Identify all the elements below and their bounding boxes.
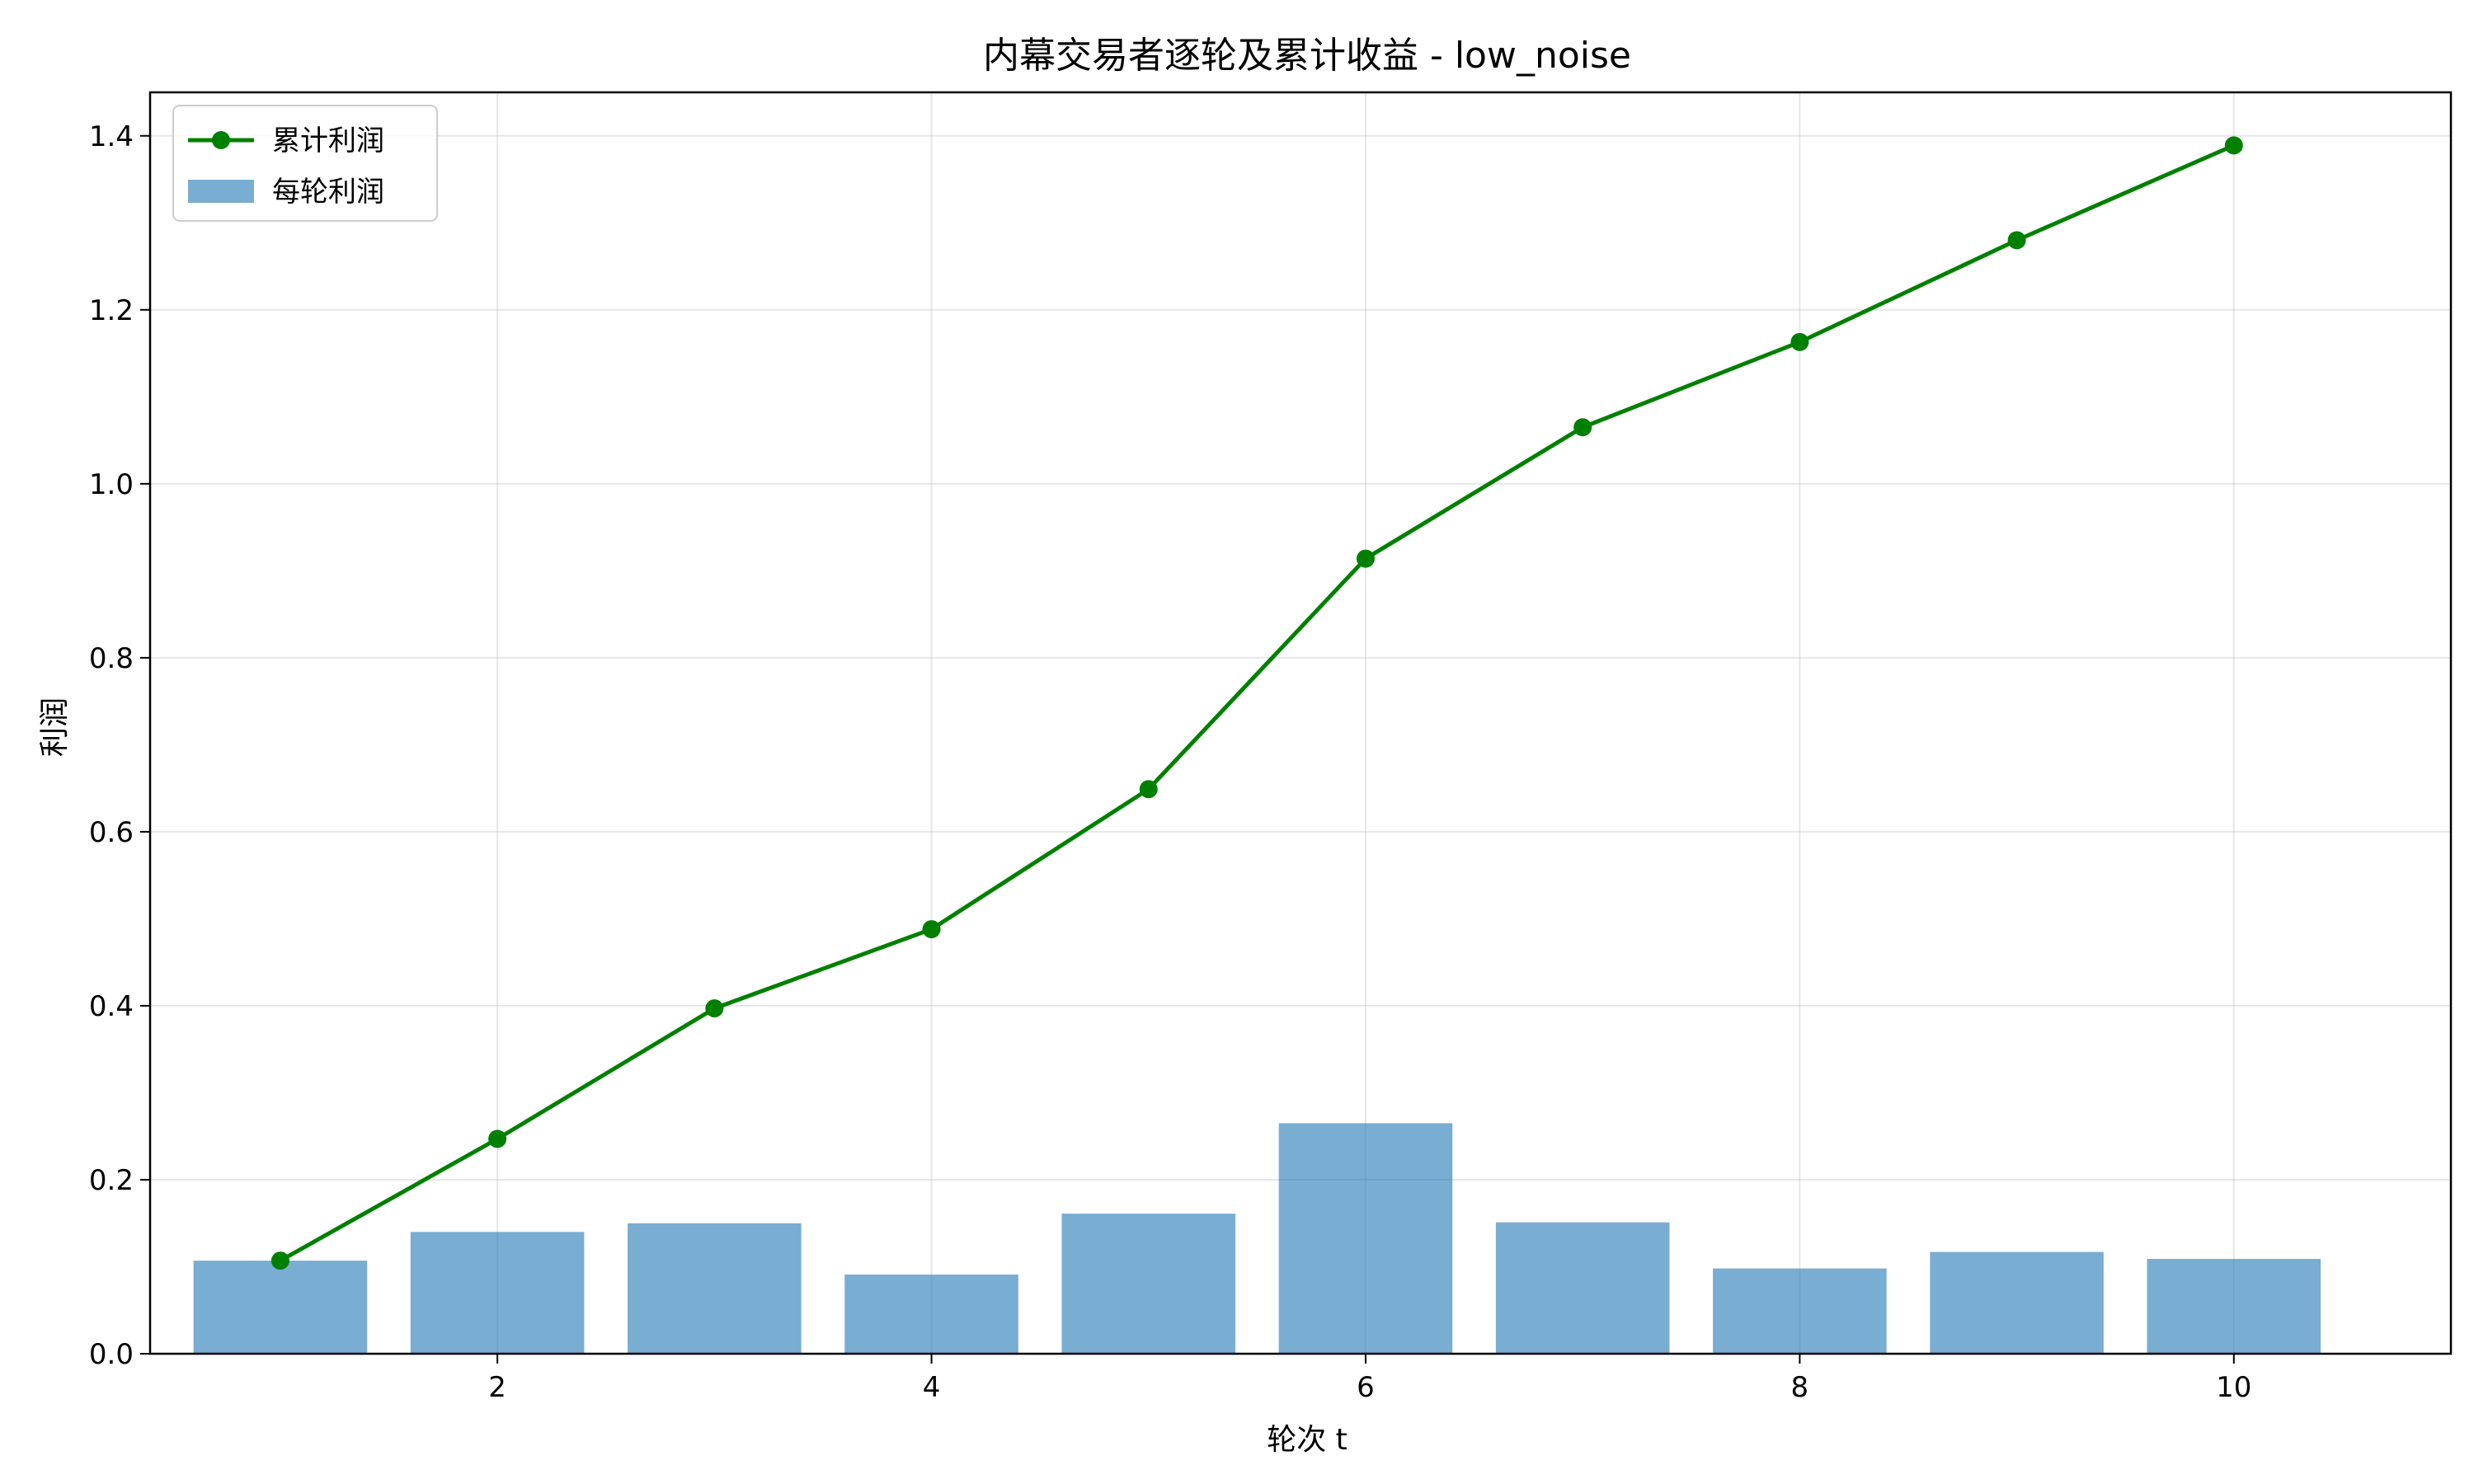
x-tick-label: 8 bbox=[1791, 1371, 1809, 1404]
cumulative-profit-point bbox=[1790, 332, 1809, 351]
chart-title: 内幕交易者逐轮及累计收益 - low_noise bbox=[983, 35, 1631, 77]
per-round-bar bbox=[628, 1223, 802, 1354]
per-round-bar bbox=[1495, 1222, 1670, 1354]
per-round-bar bbox=[1278, 1123, 1453, 1354]
legend: 累计利润 每轮利润 bbox=[172, 105, 438, 222]
cumulative-profit-point bbox=[488, 1129, 507, 1148]
cumulative-profit-point bbox=[2224, 136, 2243, 155]
grid-layer bbox=[150, 92, 2451, 1355]
legend-label-per-round: 每轮利润 bbox=[272, 176, 384, 209]
cumulative-profit-point bbox=[270, 1252, 289, 1270]
per-round-bar bbox=[1061, 1214, 1236, 1354]
x-tick-label: 10 bbox=[2216, 1371, 2251, 1404]
line-layer bbox=[270, 136, 2243, 1270]
cumulative-profit-point bbox=[705, 999, 724, 1018]
cumulative-profit-point bbox=[1139, 780, 1158, 799]
per-round-bar bbox=[193, 1261, 368, 1354]
y-tick-label: 0.8 bbox=[89, 642, 134, 675]
cumulative-profit-point bbox=[922, 920, 941, 939]
per-round-bar bbox=[1930, 1252, 2104, 1354]
y-tick-label: 0.0 bbox=[89, 1338, 134, 1371]
plot-frame bbox=[148, 91, 2453, 1355]
per-round-bar bbox=[1713, 1268, 1887, 1354]
y-tick-label: 1.2 bbox=[89, 294, 134, 327]
cumulative-profit-point bbox=[1573, 418, 1592, 437]
y-tick-label: 0.4 bbox=[89, 990, 134, 1023]
per-round-bar bbox=[844, 1274, 1018, 1354]
x-axis-title: 轮次 t bbox=[1267, 1423, 1348, 1457]
x-tick-label: 6 bbox=[1357, 1371, 1375, 1404]
y-tick-label: 0.6 bbox=[89, 816, 134, 849]
per-round-bar bbox=[410, 1232, 585, 1354]
bar-layer bbox=[193, 1123, 2321, 1354]
x-tick-label: 4 bbox=[923, 1371, 941, 1404]
y-tick-label: 1.0 bbox=[89, 468, 134, 501]
tick-layer: 2 4 6 8 10 0.0 0.2 0.4 0.6 0.8 1.0 1.2 1.4 bbox=[89, 120, 2252, 1404]
legend-bar-swatch bbox=[188, 180, 254, 203]
y-tick-label: 1.4 bbox=[89, 120, 134, 153]
per-round-bar bbox=[2147, 1258, 2321, 1354]
y-tick-label: 0.2 bbox=[89, 1164, 134, 1197]
cumulative-profit-point bbox=[1356, 549, 1375, 568]
cumulative-profit-point bbox=[2007, 231, 2026, 250]
cumulative-profit-line bbox=[279, 143, 2235, 1263]
y-axis-title: 利润 bbox=[38, 697, 72, 757]
legend-label-cumulative: 累计利润 bbox=[272, 124, 384, 157]
legend-line-marker bbox=[212, 131, 230, 149]
x-tick-label: 2 bbox=[488, 1371, 506, 1404]
